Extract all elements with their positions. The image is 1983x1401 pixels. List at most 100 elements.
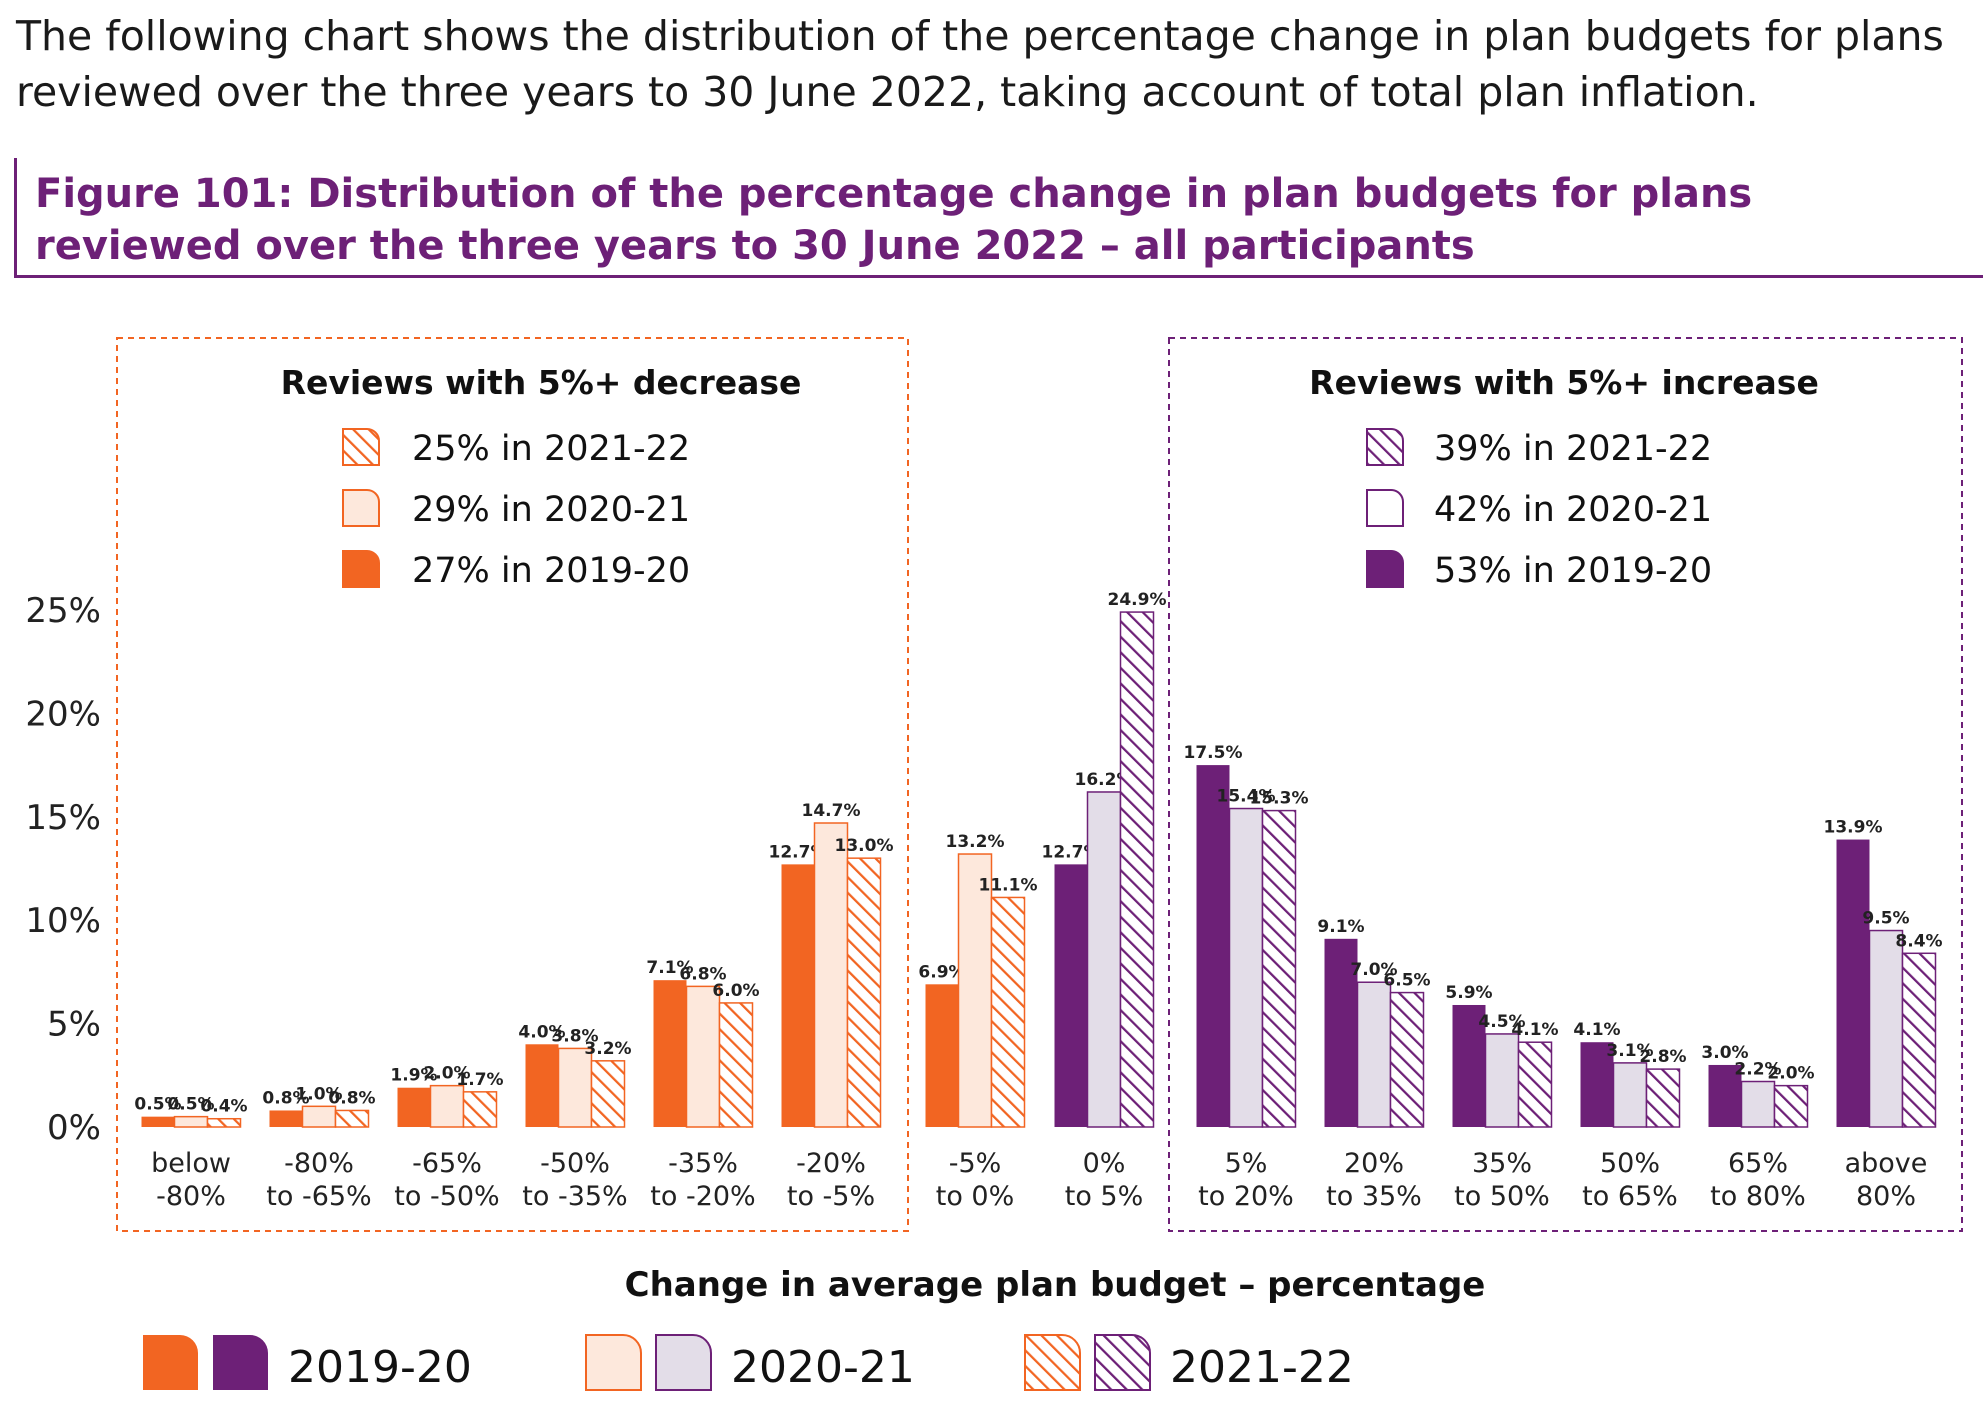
data-label: 1.9% (390, 1066, 437, 1086)
bar-2021-22 (990, 896, 1026, 1128)
category-label: 80% (1856, 1181, 1916, 1212)
bar-2019-20 (781, 864, 815, 1127)
legend-swatch-2019-20-orange (143, 1335, 198, 1390)
category-label: 5% (1225, 1148, 1268, 1179)
data-label: 2.0% (423, 1064, 470, 1084)
bar-2019-20 (1836, 839, 1870, 1127)
bar-2020-21 (429, 1084, 465, 1128)
category-label: -20% (796, 1148, 866, 1179)
data-label: 12.7% (1042, 842, 1101, 862)
increase-swatch-2020-21 (1366, 489, 1404, 527)
data-label: 4.0% (518, 1022, 565, 1042)
bar-2019-20 (1580, 1042, 1614, 1127)
category-label: below (151, 1148, 231, 1179)
bar-2021-22 (1119, 611, 1155, 1128)
increase-swatch-2019-20 (1366, 550, 1404, 588)
data-label: 3.2% (584, 1039, 631, 1059)
data-label: 9.1% (1317, 917, 1364, 937)
category-label: to 65% (1582, 1181, 1678, 1212)
decrease-line-2020-21: 29% in 2020-21 (412, 490, 690, 530)
data-label: 3.0% (1701, 1043, 1748, 1063)
legend-swatch-2021-22-purple (1094, 1334, 1151, 1391)
data-label: 0.5% (134, 1095, 181, 1115)
category-label: to -50% (394, 1181, 499, 1212)
bar-2021-22 (334, 1109, 370, 1128)
data-label: 13.9% (1824, 818, 1883, 838)
bar-2020-21 (557, 1047, 593, 1128)
bar-2019-20 (653, 980, 687, 1127)
category-label: to -5% (787, 1181, 875, 1212)
data-label: 13.2% (946, 832, 1005, 852)
y-tick-label: 10% (25, 901, 101, 941)
data-label: 7.1% (646, 958, 693, 978)
y-tick-label: 0% (47, 1108, 101, 1148)
y-axis: 0% 5% 10% 15% 20% 25% (25, 591, 101, 1148)
bar-2020-21 (1868, 929, 1904, 1128)
bar-2019-20 (925, 984, 959, 1127)
data-label: 8.4% (1895, 931, 1942, 951)
category-label: 20% (1344, 1148, 1404, 1179)
y-tick-label: 25% (25, 591, 101, 631)
decrease-panel-title: Reviews with 5%+ decrease (281, 363, 802, 402)
decrease-swatch-2021-22 (342, 428, 380, 466)
increase-panel-title: Reviews with 5%+ increase (1309, 363, 1819, 402)
category-label: 50% (1600, 1148, 1660, 1179)
bar-2020-21 (1086, 791, 1122, 1128)
category-label: -35% (668, 1148, 738, 1179)
bar-2021-22 (1773, 1084, 1809, 1128)
legend-label-2021-22: 2021-22 (1170, 1342, 1354, 1393)
figure-header: Figure 101: Distribution of the percenta… (14, 158, 1983, 278)
bar-2021-22 (1517, 1041, 1553, 1128)
bottom-legend: 2019-20 2020-21 2021-22 (143, 1334, 1354, 1393)
data-label: 15.3% (1250, 789, 1309, 809)
bar-2020-21 (1612, 1062, 1648, 1128)
decrease-swatch-2020-21 (342, 489, 380, 527)
data-label: 24.9% (1108, 590, 1167, 610)
legend-swatch-2020-21-orange (585, 1334, 642, 1391)
bar-2021-22 (590, 1060, 626, 1128)
bar-2020-21 (1740, 1080, 1776, 1128)
data-label: 15.4% (1217, 787, 1276, 807)
data-label: 6.8% (679, 964, 726, 984)
bar-2020-21 (173, 1115, 209, 1128)
decrease-line-2019-20: 27% in 2019-20 (412, 551, 690, 591)
bar-2021-22 (1389, 991, 1425, 1128)
increase-line-2019-20: 53% in 2019-20 (1434, 551, 1712, 591)
category-label: -5% (949, 1148, 1002, 1179)
data-label: 11.1% (979, 875, 1038, 895)
data-label: 1.7% (456, 1070, 503, 1090)
data-label: 9.5% (1862, 909, 1909, 929)
bar-2021-22 (1261, 809, 1297, 1128)
decrease-panel-box (116, 337, 909, 1232)
y-tick-label: 5% (47, 1005, 101, 1045)
data-label: 3.8% (551, 1026, 598, 1046)
bars: 0.5%0.5%0.4% 0.8%1.0%0.8%1.9%2.0%1.7%4.0%… (134, 590, 1943, 1128)
increase-swatch-2021-22 (1366, 428, 1404, 466)
y-tick-label: 20% (25, 694, 101, 734)
figure-title: Figure 101: Distribution of the percenta… (35, 171, 1753, 269)
category-label: to -20% (650, 1181, 755, 1212)
category-label: 65% (1728, 1148, 1788, 1179)
bar-2019-20 (1708, 1064, 1742, 1127)
bar-2019-20 (525, 1044, 559, 1127)
bar-2020-21 (1228, 807, 1264, 1128)
category-label: above (1845, 1148, 1928, 1179)
increase-line-2020-21: 42% in 2020-21 (1434, 490, 1712, 530)
data-label: 1.0% (295, 1084, 342, 1104)
data-label: 0.8% (328, 1088, 375, 1108)
data-label: 6.9% (918, 962, 965, 982)
bar-2021-22 (718, 1002, 754, 1128)
data-label: 3.1% (1606, 1041, 1653, 1061)
data-label: 4.5% (1478, 1012, 1525, 1032)
category-label: 0% (1083, 1148, 1126, 1179)
legend-swatch-2020-21-purple (655, 1334, 712, 1391)
category-label: to 35% (1326, 1181, 1422, 1212)
bar-2019-20 (141, 1116, 175, 1127)
data-label: 4.1% (1573, 1020, 1620, 1040)
bar-2019-20 (1054, 864, 1088, 1127)
category-label: to -35% (522, 1181, 627, 1212)
bar-2019-20 (269, 1110, 303, 1127)
data-label: 13.0% (835, 836, 894, 856)
category-label: to 0% (936, 1181, 1015, 1212)
x-axis-categories: below-80%-80%to -65%-65%to -50%-50%to -3… (151, 1148, 1927, 1212)
